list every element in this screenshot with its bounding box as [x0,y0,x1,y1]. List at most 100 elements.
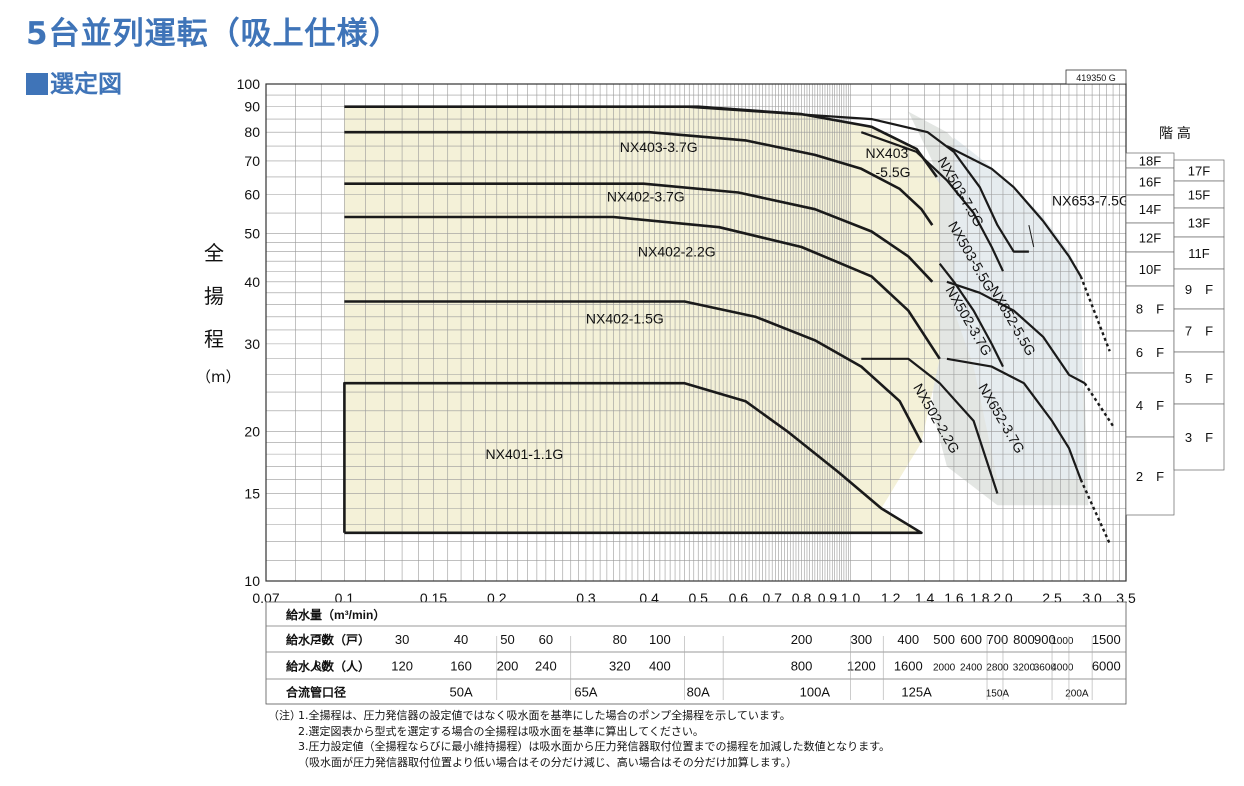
floor-label: 9 F [1185,282,1213,297]
floor-label: 10F [1139,262,1161,277]
table-cell: 600 [960,632,982,647]
series-line [946,357,1082,480]
y-tick-label: 10 [244,573,260,589]
table-cell: 80 [314,659,328,674]
floor-label: 3 F [1185,430,1213,445]
table-cell: 30 [395,632,409,647]
table-cell: 120 [391,659,413,674]
y-axis-title-char: 全 [204,241,224,265]
note-prefix: （注） [268,709,301,722]
series-line [946,280,1086,385]
series-line [344,215,941,360]
note-text: 1.全揚程は、圧力発信器の設定値ではなく吸水面を基準にした場合のポンプ全揚程を示… [298,709,791,722]
note-line: 2.選定図表から型式を選定する場合の全揚程は吸水面を基準に算出してください。 [268,724,890,740]
floor-cell-right [1173,207,1225,238]
notes: （注）1.全揚程は、圧力発信器の設定値ではなく吸水面を基準にした場合のポンプ全揚… [268,708,890,770]
floor-cell-left [1125,222,1175,253]
floor-cell-right [1173,268,1225,310]
leader-line [1028,225,1035,248]
y-tick-label: 30 [244,336,260,352]
table-cell: 700 [987,632,1009,647]
series-line [344,300,923,444]
table-cell: 800 [791,659,813,674]
series-extension-dotted [1079,275,1111,352]
floor-label: 15F [1188,188,1210,203]
series-label: NX402-3.7G [607,189,685,205]
series-line [344,182,934,283]
table-cell: 3600 [1034,663,1057,674]
table-cell: 100 [649,632,671,647]
table-cell: 2800 [986,663,1009,674]
table-cell: 3200 [1013,663,1036,674]
table-cell: 100A [800,685,831,700]
floor-label: 7 F [1185,324,1213,339]
table-cell: 60 [539,632,553,647]
series-line [860,131,1004,272]
data-table [265,601,1127,705]
series-label: NX403 [865,145,908,161]
table-cell: 20 [314,632,328,647]
table-cell: 1200 [847,659,876,674]
floor-cell-left [1125,194,1175,224]
series-label: NX403-3.7G [620,139,698,155]
floor-label: 8 F [1136,302,1164,317]
section-subtitle: 選定図 [26,64,122,99]
floor-label: 5 F [1185,371,1213,386]
table-cell: 1600 [894,659,923,674]
chart-code: 419350 G [1076,73,1116,83]
floor-cell-left [1125,436,1175,516]
note-line: （注）1.全揚程は、圧力発信器の設定値ではなく吸水面を基準にした場合のポンプ全揚… [268,708,890,724]
table-cell: 240 [535,659,557,674]
floor-cell-right [1173,236,1225,270]
table-row-label: 給水戸数（戸） [286,632,370,647]
table-cell: 160 [450,659,472,674]
series-label: NX401-1.1G [486,446,564,462]
table-cell: 800 [1013,632,1035,647]
floor-label: 17F [1188,164,1210,179]
floor-label: 6 F [1136,345,1164,360]
table-cell: 900 [1034,632,1056,647]
y-tick-label: 100 [237,76,261,92]
series-label: NX653-7.5G [1052,192,1130,208]
y-tick-label: 80 [244,124,260,140]
series-line [946,145,1082,277]
table-cell: 80 [613,632,627,647]
table-cell: 320 [609,659,631,674]
floor-cell-right [1173,180,1225,209]
table-cell: 200 [791,632,813,647]
floor-label: 4 F [1136,398,1164,413]
floor-label: 13F [1188,216,1210,231]
y-tick-label: 40 [244,274,260,290]
table-cell: 1000 [1051,636,1074,647]
floors-header: 階 高 [1159,125,1191,141]
table-cell: 4000 [1051,663,1074,674]
floor-label: 12F [1139,231,1161,246]
floor-cell-right [1173,351,1225,405]
note-line: 3.圧力設定値（全揚程ならびに最小維持揚程）は吸水面から圧力発信器取付位置までの… [268,739,890,755]
series-line [938,263,1004,368]
series-line [343,381,923,535]
floor-label: 2 F [1136,469,1164,484]
table-cell: 50 [500,632,514,647]
floor-cell-right [1173,403,1225,471]
table-cell: 65A [574,685,597,700]
y-tick-label: 60 [244,186,260,202]
y-tick-label: 70 [244,153,260,169]
note-text: （吸水面が圧力発信器取付位置より低い場合はその分だけ減じ、高い場合はその分だけ加… [298,755,798,769]
subtitle-text: 選定図 [50,70,122,98]
y-tick-label: 50 [244,226,260,242]
table-cell: 150A [986,689,1010,700]
table-row-label: 合流管口径 [286,685,346,700]
series-label: -5.5G [876,164,911,180]
table-cell: 2000 [933,663,956,674]
floor-label: 18F [1139,154,1161,169]
table-cell: 500 [933,632,955,647]
series-line [861,357,999,494]
floor-cell-right [1173,308,1225,353]
note-text: 3.圧力設定値（全揚程ならびに最小維持揚程）は吸水面から圧力発信器取付位置までの… [298,740,891,753]
floor-label: 14F [1139,202,1161,217]
y-tick-label: 20 [244,423,260,439]
table-cell: 2400 [960,663,983,674]
series-line [344,130,934,226]
